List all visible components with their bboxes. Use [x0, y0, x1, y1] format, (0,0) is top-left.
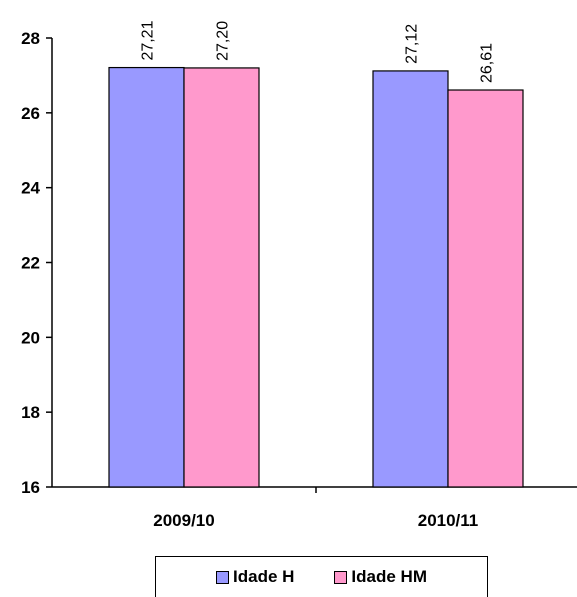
data-label: 27,12 [404, 24, 421, 64]
bar [372, 70, 449, 488]
legend-item-idade-hm: Idade HM [334, 567, 427, 587]
bar [183, 67, 260, 488]
y-tick-label: 26 [21, 104, 40, 123]
legend-label-idade-hm: Idade HM [351, 567, 427, 586]
data-label: 26,61 [479, 43, 496, 83]
y-tick-label: 20 [21, 328, 40, 347]
y-tick-label: 24 [21, 179, 40, 198]
bar [447, 89, 524, 488]
legend: Idade H Idade HM [155, 556, 488, 597]
x-tick-label: 2010/11 [418, 511, 479, 530]
data-label: 27,21 [140, 20, 157, 60]
y-tick-label: 16 [21, 478, 40, 497]
legend-item-idade-h: Idade H [216, 567, 294, 587]
data-labels: 27,21 27,20 27,12 26,61 [140, 20, 496, 83]
y-tick-label: 28 [21, 29, 40, 48]
legend-swatch-idade-hm [334, 570, 348, 584]
legend-label-idade-h: Idade H [233, 567, 295, 586]
y-tick-label: 22 [21, 254, 40, 273]
data-label: 27,20 [215, 21, 232, 61]
x-tick-label: 2009/10 [153, 511, 214, 530]
bar [108, 66, 185, 488]
legend-swatch-idade-h [216, 570, 230, 584]
bars [108, 66, 524, 488]
y-tick-label: 18 [21, 403, 40, 422]
